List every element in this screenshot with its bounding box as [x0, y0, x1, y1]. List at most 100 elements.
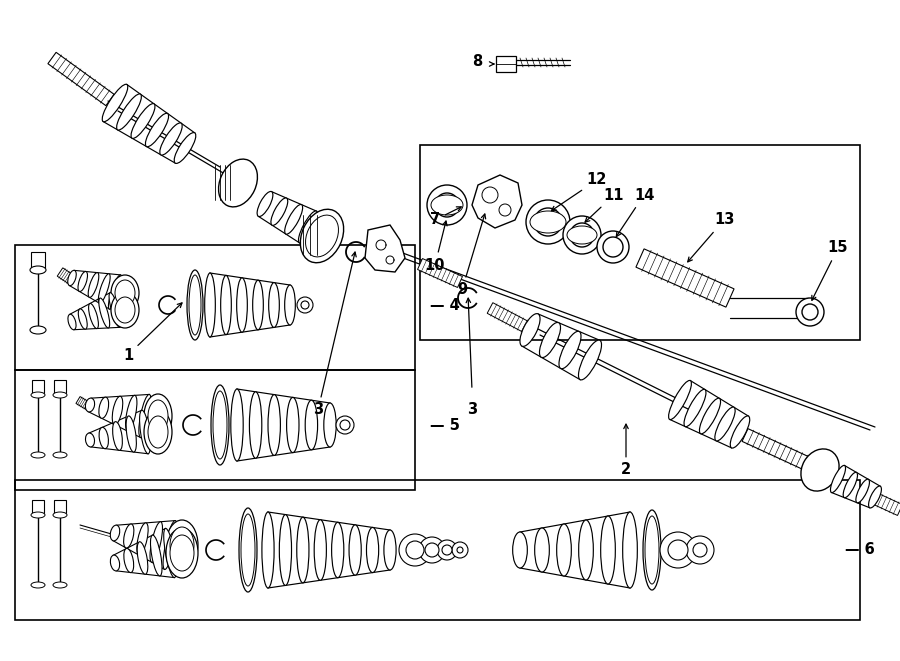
Circle shape — [301, 301, 309, 309]
Ellipse shape — [31, 452, 45, 458]
Circle shape — [442, 545, 452, 555]
Text: 10: 10 — [425, 221, 447, 272]
Ellipse shape — [431, 195, 463, 215]
Text: 1: 1 — [123, 303, 182, 362]
Circle shape — [693, 543, 707, 557]
Text: 3: 3 — [467, 403, 477, 418]
Ellipse shape — [286, 397, 299, 453]
Text: — 6: — 6 — [845, 543, 875, 557]
Circle shape — [660, 532, 696, 568]
Ellipse shape — [160, 123, 182, 155]
Ellipse shape — [124, 549, 134, 572]
Ellipse shape — [111, 275, 139, 311]
Ellipse shape — [279, 514, 292, 586]
Ellipse shape — [189, 275, 201, 335]
Ellipse shape — [117, 94, 141, 130]
Ellipse shape — [557, 524, 572, 576]
Polygon shape — [636, 249, 734, 307]
Ellipse shape — [684, 389, 706, 427]
Text: 15: 15 — [812, 241, 848, 300]
Ellipse shape — [112, 422, 122, 450]
Ellipse shape — [305, 400, 318, 449]
Ellipse shape — [78, 272, 87, 292]
Ellipse shape — [349, 525, 361, 575]
Polygon shape — [76, 397, 90, 409]
Ellipse shape — [579, 340, 601, 380]
Ellipse shape — [111, 555, 120, 571]
Ellipse shape — [115, 297, 135, 323]
Text: — 5: — 5 — [430, 418, 460, 432]
Ellipse shape — [257, 192, 273, 217]
Ellipse shape — [559, 331, 581, 369]
Text: 3: 3 — [313, 252, 356, 418]
Ellipse shape — [99, 428, 108, 449]
Polygon shape — [472, 175, 522, 228]
Circle shape — [802, 304, 818, 320]
Ellipse shape — [284, 285, 295, 325]
Circle shape — [437, 540, 457, 560]
Ellipse shape — [111, 525, 120, 541]
Ellipse shape — [204, 273, 215, 337]
Ellipse shape — [170, 527, 194, 563]
Polygon shape — [742, 428, 813, 471]
Text: 9: 9 — [457, 214, 486, 297]
Circle shape — [686, 536, 714, 564]
Ellipse shape — [140, 410, 150, 454]
Ellipse shape — [305, 215, 338, 257]
Ellipse shape — [730, 416, 750, 448]
Ellipse shape — [482, 187, 498, 203]
Text: 2: 2 — [621, 424, 631, 477]
Ellipse shape — [126, 395, 137, 431]
Text: — 4: — 4 — [430, 297, 460, 313]
Ellipse shape — [88, 303, 98, 329]
Ellipse shape — [30, 326, 46, 334]
Ellipse shape — [126, 416, 137, 452]
Ellipse shape — [137, 523, 148, 555]
Ellipse shape — [111, 292, 139, 328]
Ellipse shape — [31, 582, 45, 588]
Ellipse shape — [239, 508, 257, 592]
Ellipse shape — [31, 392, 45, 398]
Ellipse shape — [645, 516, 659, 584]
Ellipse shape — [99, 298, 110, 328]
Text: 8: 8 — [472, 54, 482, 69]
Ellipse shape — [230, 389, 243, 461]
Ellipse shape — [220, 276, 231, 334]
Ellipse shape — [123, 524, 134, 548]
Ellipse shape — [86, 398, 94, 412]
Ellipse shape — [384, 530, 396, 570]
Ellipse shape — [131, 104, 155, 138]
Ellipse shape — [284, 204, 302, 234]
Ellipse shape — [150, 522, 163, 563]
Ellipse shape — [314, 520, 327, 580]
Ellipse shape — [268, 395, 281, 455]
Polygon shape — [487, 303, 531, 333]
Ellipse shape — [103, 84, 128, 122]
Text: 14: 14 — [616, 188, 654, 237]
Ellipse shape — [269, 283, 279, 327]
Circle shape — [668, 540, 688, 560]
Ellipse shape — [53, 392, 67, 398]
Ellipse shape — [53, 512, 67, 518]
Ellipse shape — [499, 204, 511, 216]
Circle shape — [597, 231, 629, 263]
Circle shape — [570, 223, 594, 247]
Ellipse shape — [68, 270, 76, 286]
Ellipse shape — [68, 314, 76, 330]
Circle shape — [452, 542, 468, 558]
Circle shape — [435, 193, 459, 217]
Ellipse shape — [148, 400, 168, 432]
Polygon shape — [365, 225, 405, 272]
Polygon shape — [48, 52, 114, 106]
Circle shape — [457, 547, 463, 553]
Ellipse shape — [801, 449, 839, 491]
Ellipse shape — [301, 210, 344, 262]
Ellipse shape — [175, 133, 196, 163]
Ellipse shape — [53, 452, 67, 458]
Circle shape — [526, 200, 570, 244]
Ellipse shape — [88, 272, 99, 297]
Ellipse shape — [324, 403, 337, 447]
Ellipse shape — [99, 397, 109, 418]
Circle shape — [406, 541, 424, 559]
Ellipse shape — [150, 535, 162, 576]
